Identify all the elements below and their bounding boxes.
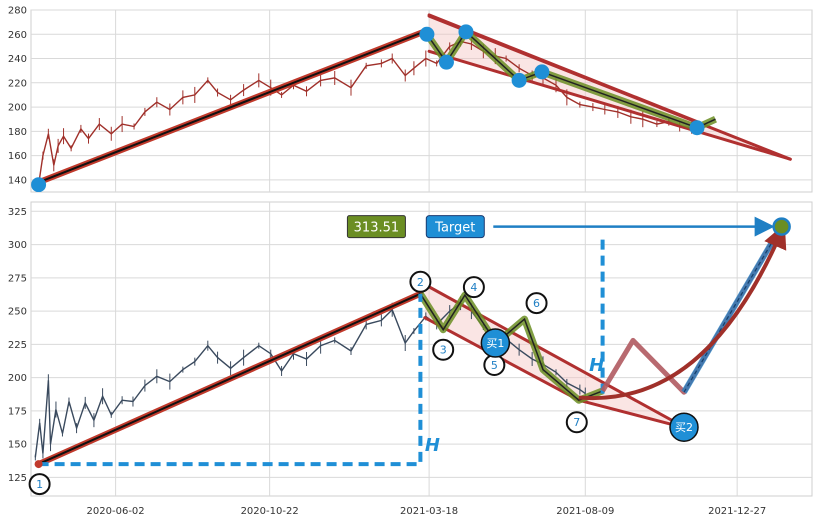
xtick-label: 2020-10-22 (241, 506, 299, 517)
pivot-marker (534, 64, 550, 80)
target-curve (578, 223, 787, 401)
zigzag-point-badge (565, 411, 588, 434)
target-endpoint (772, 217, 791, 236)
bottom-ytick-label: 125 (8, 473, 27, 484)
zigzag-point-badge (409, 270, 432, 293)
top-ytick-label: 240 (8, 54, 27, 65)
start-point (34, 460, 43, 469)
top-plot-frame (30, 9, 813, 193)
value-badge (346, 215, 406, 239)
zigzag-point-label: 4 (470, 281, 477, 294)
buy-marker-label: 买2 (675, 421, 693, 434)
xtick-label: 2021-12-27 (708, 506, 766, 517)
bottom-ytick-label: 225 (8, 340, 27, 351)
pivot-marker (419, 26, 435, 42)
top-trend-line (427, 49, 792, 161)
pivot-marker (31, 177, 47, 192)
zigzag-point-label: 3 (440, 344, 447, 357)
zigzag-point-label: 5 (491, 359, 498, 372)
pivot-marker (689, 120, 705, 136)
pivot-marker (511, 72, 527, 88)
zigzag-point-label: 7 (573, 416, 580, 429)
zigzag-point-badge (432, 338, 455, 361)
bottom-ytick-label: 250 (8, 307, 27, 318)
bottom-zigzag-core (419, 293, 603, 402)
bottom-plot-area (34, 216, 791, 469)
top-trend-centerline (38, 29, 428, 184)
top-ytick-label: 200 (8, 103, 27, 114)
top-price-series (37, 40, 692, 185)
buy-marker (669, 412, 699, 442)
zigzag-point-label: 2 (417, 276, 424, 289)
bottom-ytick-label: 175 (8, 406, 27, 417)
bottom-ytick-label: 300 (8, 240, 27, 251)
buy-marker (480, 328, 511, 358)
zigzag-point-badge (462, 276, 485, 299)
zigzag-point-badge (525, 292, 548, 315)
zigzag-point-label: 1 (36, 478, 43, 491)
buy-marker-label: 买1 (486, 337, 504, 350)
target-badge (425, 215, 485, 239)
bottom-trend-centerline (38, 292, 421, 466)
h-label: H (589, 355, 604, 376)
xtick-label: 2021-08-09 (556, 506, 614, 517)
top-ytick-label: 160 (8, 151, 27, 162)
bottom-ytick-label: 200 (8, 373, 27, 384)
top-ytick-label: 280 (8, 6, 27, 17)
bottom-ytick-label: 150 (8, 440, 27, 451)
xtick-label: 2021-03-18 (400, 506, 458, 517)
xtick-label: 2020-06-02 (87, 506, 145, 517)
pivot-marker (458, 24, 474, 40)
projection-leg (681, 224, 785, 394)
top-panel: 140 160 180 200 220 240 260 280 (8, 6, 813, 193)
pivot-marker (438, 54, 454, 70)
top-ytick-label: 180 (8, 127, 27, 138)
bottom-trend-line (577, 398, 688, 430)
bottom-ytick-label: 275 (8, 273, 27, 284)
top-trend-line (427, 13, 699, 124)
top-plot-area (31, 13, 792, 192)
zigzag-point-badge (28, 473, 51, 496)
bottom-trend-line (423, 283, 688, 430)
zigzag-point-label: 6 (533, 297, 540, 310)
value-badge-text: 313.51 (354, 221, 400, 236)
top-ytick-label: 260 (8, 30, 27, 41)
target-badge-text: Target (434, 221, 475, 236)
h-label: H (425, 435, 440, 456)
top-ytick-label: 220 (8, 78, 27, 89)
top-ytick-label: 140 (8, 175, 27, 186)
bottom-ytick-label: 325 (8, 207, 27, 218)
